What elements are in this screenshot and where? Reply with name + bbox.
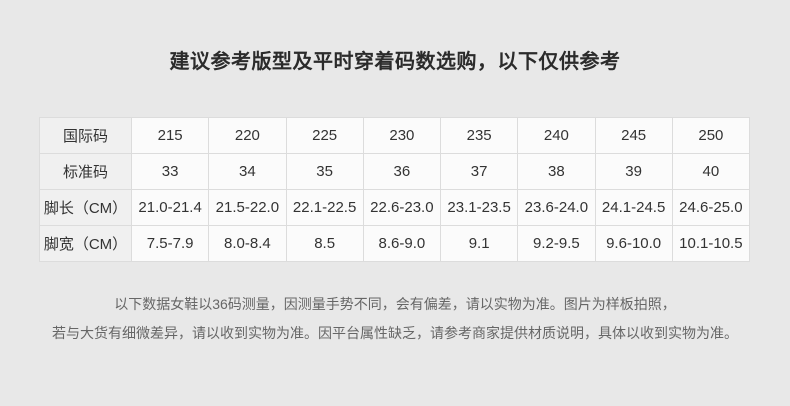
size-table: 国际码 215 220 225 230 235 240 245 250 标准码 … [39,117,751,262]
table-row-international-size: 国际码 215 220 225 230 235 240 245 250 [39,117,751,154]
table-cell: 9.6-10.0 [594,225,673,262]
table-cell: 235 [439,117,519,154]
table-cell: 33 [130,153,210,190]
page-title: 建议参考版型及平时穿着码数选购，以下仅供参考 [169,51,621,73]
table-cell: 21.5-22.0 [208,189,287,226]
table-cell: 215 [130,117,210,154]
table-cell: 250 [671,117,751,154]
table-cell: 7.5-7.9 [130,225,210,262]
table-cell: 220 [208,117,287,154]
table-cell: 10.1-10.5 [671,225,751,262]
table-row-foot-length: 脚长（CM） 21.0-21.4 21.5-22.0 22.1-22.5 22.… [39,189,751,226]
row-label-standard-size: 标准码 [39,153,132,190]
table-cell: 9.2-9.5 [517,225,596,262]
row-label-international-size: 国际码 [39,117,132,154]
table-cell: 23.6-24.0 [517,189,596,226]
table-cell: 38 [517,153,596,190]
table-cell: 8.0-8.4 [208,225,287,262]
table-cell: 24.6-25.0 [671,189,751,226]
table-cell: 22.6-23.0 [362,189,442,226]
row-label-foot-width: 脚宽（CM） [39,225,132,262]
table-cell: 8.6-9.0 [362,225,442,262]
table-cell: 240 [517,117,596,154]
table-cell: 34 [208,153,287,190]
table-cell: 230 [362,117,442,154]
table-cell: 37 [439,153,519,190]
table-cell: 225 [285,117,364,154]
table-cell: 40 [671,153,751,190]
table-cell: 36 [362,153,442,190]
table-row-foot-width: 脚宽（CM） 7.5-7.9 8.0-8.4 8.5 8.6-9.0 9.1 9… [39,225,751,262]
table-cell: 35 [285,153,364,190]
row-label-foot-length: 脚长（CM） [39,189,132,226]
table-cell: 23.1-23.5 [439,189,519,226]
table-cell: 22.1-22.5 [285,189,364,226]
table-cell: 21.0-21.4 [130,189,210,226]
table-cell: 8.5 [285,225,364,262]
table-cell: 245 [594,117,673,154]
table-cell: 9.1 [439,225,519,262]
disclaimer-line-1: 以下数据女鞋以36码测量，因测量手势不同，会有偏差，请以实物为准。图片为样板拍照… [114,296,676,312]
table-cell: 24.1-24.5 [594,189,673,226]
disclaimer-line-2: 若与大货有细微差异，请以收到实物为准。因平台属性缺乏，请参考商家提供材质说明，具… [52,325,738,341]
table-row-standard-size: 标准码 33 34 35 36 37 38 39 40 [39,153,751,190]
disclaimer-notes: 以下数据女鞋以36码测量，因测量手势不同，会有偏差，请以实物为准。图片为样板拍照… [0,290,790,348]
table-cell: 39 [594,153,673,190]
